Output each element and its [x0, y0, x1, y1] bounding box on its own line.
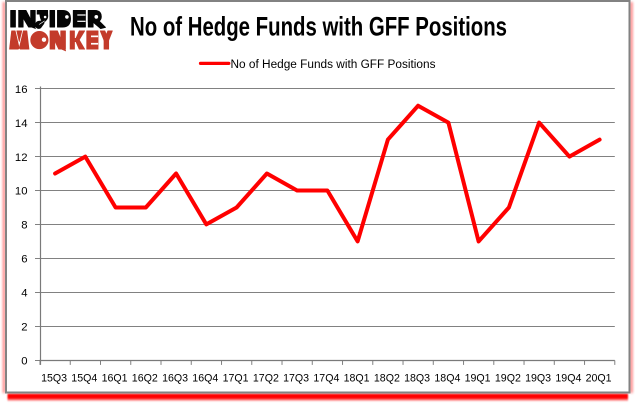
svg-text:18Q3: 18Q3	[404, 373, 430, 385]
svg-text:17Q3: 17Q3	[283, 373, 309, 385]
svg-text:18Q4: 18Q4	[434, 373, 460, 385]
svg-text:0: 0	[21, 355, 27, 367]
svg-text:14: 14	[15, 118, 28, 130]
svg-text:10: 10	[15, 186, 28, 198]
svg-text:8: 8	[21, 220, 27, 232]
svg-text:18Q2: 18Q2	[374, 373, 400, 385]
svg-text:15Q3: 15Q3	[41, 373, 67, 385]
svg-text:19Q1: 19Q1	[465, 373, 491, 385]
svg-text:16Q4: 16Q4	[192, 373, 218, 385]
svg-text:19Q4: 19Q4	[555, 373, 581, 385]
svg-text:16Q2: 16Q2	[132, 373, 158, 385]
svg-text:16Q3: 16Q3	[162, 373, 188, 385]
svg-text:15Q4: 15Q4	[71, 373, 97, 385]
svg-text:No of Hedge Funds with GFF Pos: No of Hedge Funds with GFF Positions	[130, 12, 507, 42]
svg-text:16Q1: 16Q1	[102, 373, 128, 385]
svg-text:17Q2: 17Q2	[253, 373, 279, 385]
svg-text:12: 12	[15, 152, 28, 164]
svg-text:17Q1: 17Q1	[223, 373, 249, 385]
svg-text:No of Hedge Funds with GFF Pos: No of Hedge Funds with GFF Positions	[231, 57, 436, 71]
svg-text:4: 4	[21, 288, 27, 300]
svg-text:18Q1: 18Q1	[344, 373, 370, 385]
svg-text:19Q3: 19Q3	[525, 373, 551, 385]
svg-text:20Q1: 20Q1	[586, 373, 612, 385]
svg-text:19Q2: 19Q2	[495, 373, 521, 385]
svg-text:6: 6	[21, 254, 27, 266]
svg-text:16: 16	[15, 84, 28, 96]
svg-text:2: 2	[21, 321, 27, 333]
svg-text:17Q4: 17Q4	[313, 373, 339, 385]
